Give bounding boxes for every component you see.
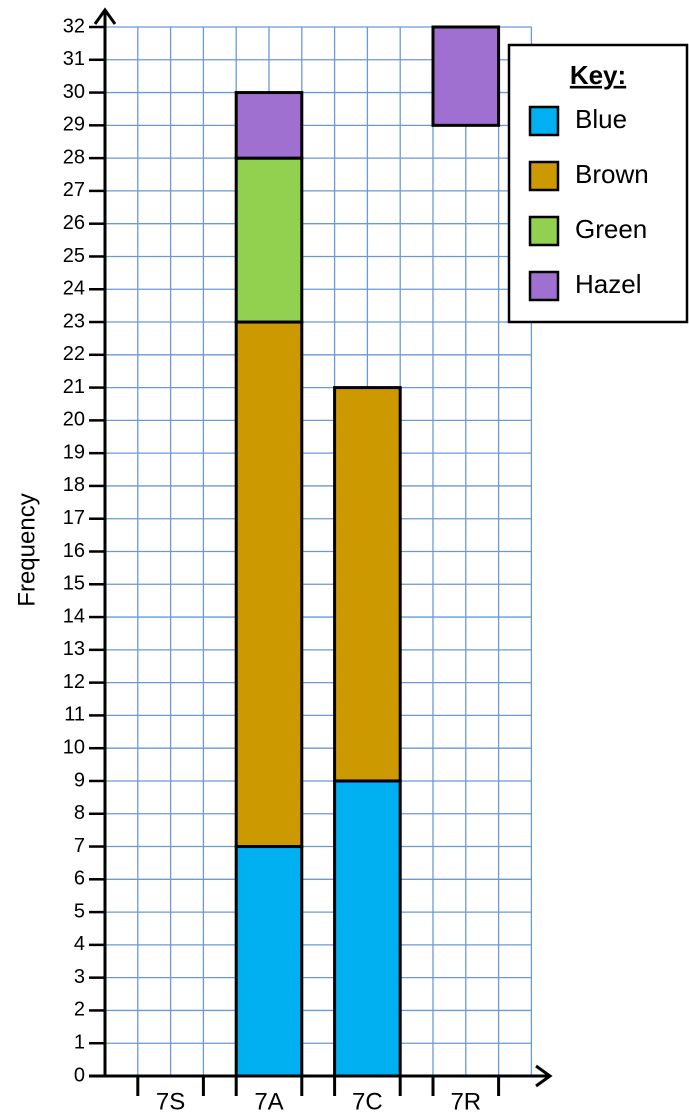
- y-tick-label: 24: [63, 278, 85, 300]
- y-tick-label: 29: [63, 114, 85, 136]
- y-tick-label: 8: [74, 802, 85, 824]
- y-tick-label: 27: [63, 179, 85, 201]
- legend-swatch: [528, 160, 560, 192]
- y-tick-label: 32: [63, 15, 85, 37]
- y-tick-label: 13: [63, 638, 85, 660]
- bar-segment: [333, 779, 402, 1078]
- y-tick-label: 15: [63, 573, 85, 595]
- x-tick-label: 7R: [450, 1088, 481, 1115]
- y-tick-label: 22: [63, 343, 85, 365]
- y-tick-label: 12: [63, 671, 85, 693]
- x-tick-label: 7A: [254, 1088, 283, 1115]
- y-tick-label: 5: [74, 900, 85, 922]
- y-tick-label: 26: [63, 212, 85, 234]
- legend-label: Green: [575, 214, 647, 244]
- y-tick-label: 21: [63, 376, 85, 398]
- bar-segment: [234, 320, 304, 849]
- bar-segment: [234, 156, 304, 324]
- y-tick-label: 0: [74, 1064, 85, 1086]
- y-tick-label: 14: [63, 605, 85, 627]
- y-axis-arrow: [93, 7, 117, 25]
- y-tick-label: 28: [63, 146, 85, 168]
- y-tick-label: 2: [74, 999, 85, 1021]
- y-tick-label: 31: [63, 48, 85, 70]
- y-tick-label: 30: [63, 81, 85, 103]
- y-tick-label: 11: [64, 704, 85, 726]
- x-tick-label: 7C: [352, 1088, 383, 1115]
- y-tick-label: 20: [63, 409, 85, 431]
- y-tick-label: 18: [63, 474, 85, 496]
- bar-segment: [431, 25, 501, 127]
- legend-swatch: [528, 270, 560, 302]
- y-tick-label: 16: [63, 540, 85, 562]
- y-tick-label: 9: [74, 769, 85, 791]
- y-axis-label: Frequency: [13, 493, 40, 606]
- bar-segment: [234, 845, 304, 1078]
- y-tick-label: 1: [74, 1032, 85, 1054]
- legend-label: Blue: [575, 104, 627, 134]
- y-tick-label: 7: [74, 835, 85, 857]
- legend-label: Hazel: [575, 269, 641, 299]
- y-tick-label: 17: [63, 507, 85, 529]
- bar-segment: [333, 386, 402, 783]
- y-tick-label: 10: [63, 736, 85, 758]
- y-tick-label: 19: [63, 441, 85, 463]
- y-tick-label: 6: [74, 868, 85, 890]
- legend-title: Key:: [570, 60, 626, 90]
- y-tick-label: 23: [63, 310, 85, 332]
- x-tick-label: 7S: [156, 1088, 185, 1115]
- y-tick-label: 3: [74, 966, 85, 988]
- bar-segment: [234, 91, 304, 160]
- y-tick-label: 25: [63, 245, 85, 267]
- legend-label: Brown: [575, 159, 649, 189]
- y-tick-label: 4: [74, 933, 85, 955]
- x-axis-arrow: [535, 1064, 553, 1088]
- legend-swatch: [528, 215, 560, 247]
- legend-swatch: [528, 105, 560, 137]
